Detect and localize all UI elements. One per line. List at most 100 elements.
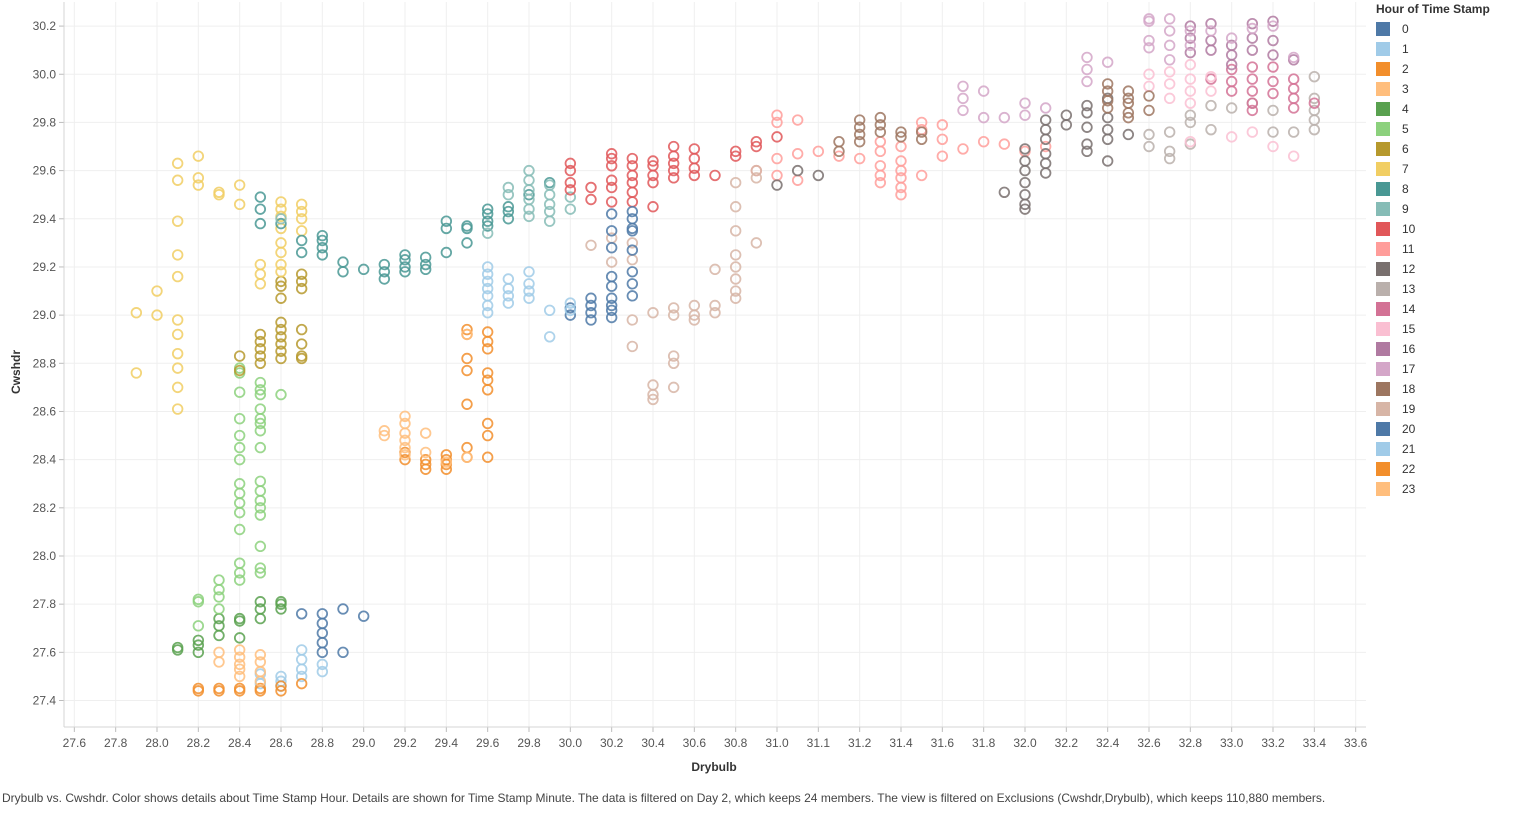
data-point-hour-6 xyxy=(275,323,287,336)
legend-swatch xyxy=(1376,62,1390,76)
data-point-hour-4 xyxy=(254,596,267,608)
data-point-hour-10 xyxy=(605,160,618,172)
data-point-hour-17 xyxy=(998,111,1011,124)
y-tick-label: 29.6 xyxy=(33,164,57,178)
data-point-hour-1 xyxy=(295,663,308,675)
legend-item-7[interactable]: 7 xyxy=(1376,159,1514,179)
data-point-hour-22 xyxy=(399,453,411,466)
legend-item-15[interactable]: 15 xyxy=(1376,319,1514,339)
legend-item-19[interactable]: 19 xyxy=(1376,399,1514,419)
data-point-hour-10 xyxy=(667,164,680,177)
data-point-hour-10 xyxy=(750,136,763,148)
legend-label: 0 xyxy=(1402,22,1409,36)
data-point-hour-5 xyxy=(254,403,267,415)
data-point-hour-19 xyxy=(667,302,680,314)
data-point-hour-5 xyxy=(213,574,225,586)
data-point-hour-23 xyxy=(378,425,391,437)
data-point-hour-10 xyxy=(564,184,577,196)
data-point-hour-5 xyxy=(254,540,267,553)
legend-item-0[interactable]: 0 xyxy=(1376,19,1514,39)
legend-label: 7 xyxy=(1402,162,1409,176)
data-point-hour-15 xyxy=(1287,150,1300,162)
data-point-hour-22 xyxy=(481,417,494,430)
legend-item-1[interactable]: 1 xyxy=(1376,39,1514,59)
data-point-hour-2 xyxy=(275,680,287,692)
data-point-hour-21 xyxy=(523,285,535,297)
data-point-hour-8 xyxy=(378,266,391,278)
x-tick-label: 33.4 xyxy=(1303,736,1327,750)
x-tick-label: 30.8 xyxy=(724,736,748,750)
legend-item-16[interactable]: 16 xyxy=(1376,339,1514,359)
legend-item-23[interactable]: 23 xyxy=(1376,479,1514,499)
legend-item-22[interactable]: 22 xyxy=(1376,459,1514,479)
data-point-hour-7 xyxy=(171,381,184,394)
data-point-hour-7 xyxy=(192,179,205,191)
data-point-hour-12 xyxy=(1039,148,1052,160)
data-point-hour-6 xyxy=(275,338,287,350)
legend-item-11[interactable]: 11 xyxy=(1376,239,1514,259)
legend-item-21[interactable]: 21 xyxy=(1376,439,1514,459)
y-tick-label: 28.6 xyxy=(33,404,57,418)
data-point-hour-9 xyxy=(502,188,515,201)
legend-item-9[interactable]: 9 xyxy=(1376,199,1514,219)
legend-item-2[interactable]: 2 xyxy=(1376,59,1514,79)
legend-item-17[interactable]: 17 xyxy=(1376,359,1514,379)
data-point-hour-6 xyxy=(275,352,287,365)
data-point-hour-14 xyxy=(1287,92,1300,105)
data-point-hour-11 xyxy=(812,145,825,158)
legend-label: 20 xyxy=(1402,422,1416,436)
chart-caption: Drybulb vs. Cwshdr. Color shows details … xyxy=(2,791,1326,805)
y-tick-label: 28.4 xyxy=(33,453,57,467)
legend-item-5[interactable]: 5 xyxy=(1376,119,1514,139)
data-point-hour-17 xyxy=(1267,20,1279,32)
legend-item-20[interactable]: 20 xyxy=(1376,419,1514,439)
data-point-hour-18 xyxy=(1122,92,1135,105)
data-point-hour-22 xyxy=(481,429,494,442)
legend-label: 12 xyxy=(1402,262,1416,276)
data-point-hour-16 xyxy=(1267,34,1279,47)
data-point-hour-5 xyxy=(254,485,267,497)
data-point-hour-19 xyxy=(750,164,763,177)
data-point-hour-13 xyxy=(1308,70,1321,83)
x-tick-label: 30.4 xyxy=(641,736,665,750)
data-point-hour-8 xyxy=(337,266,349,278)
data-point-hour-5 xyxy=(213,584,225,596)
data-point-hour-17 xyxy=(977,85,990,97)
legend-item-3[interactable]: 3 xyxy=(1376,79,1514,99)
legend-item-18[interactable]: 18 xyxy=(1376,379,1514,399)
legend-item-6[interactable]: 6 xyxy=(1376,139,1514,159)
data-point-hour-4 xyxy=(213,620,225,632)
x-tick-label: 28.8 xyxy=(311,736,335,750)
legend-item-8[interactable]: 8 xyxy=(1376,179,1514,199)
data-point-hour-4 xyxy=(192,639,205,651)
data-point-hour-10 xyxy=(626,176,639,189)
data-point-hour-5 xyxy=(233,429,246,442)
data-point-hour-2 xyxy=(254,682,267,695)
data-point-hour-16 xyxy=(1184,46,1197,59)
data-point-hour-20 xyxy=(605,304,618,317)
data-point-hour-17 xyxy=(1184,25,1197,37)
data-point-hour-8 xyxy=(316,234,329,247)
data-point-hour-18 xyxy=(853,121,866,133)
data-point-hour-17 xyxy=(1143,34,1155,47)
legend-item-4[interactable]: 4 xyxy=(1376,99,1514,119)
legend-swatch xyxy=(1376,182,1390,196)
data-point-hour-12 xyxy=(998,186,1011,198)
data-point-hour-17 xyxy=(1163,13,1176,25)
legend-item-12[interactable]: 12 xyxy=(1376,259,1514,279)
legend-item-13[interactable]: 13 xyxy=(1376,279,1514,299)
data-point-hour-17 xyxy=(1019,109,1031,121)
data-point-hour-18 xyxy=(915,126,928,138)
data-point-hour-8 xyxy=(419,258,432,271)
data-point-hour-11 xyxy=(874,169,887,182)
data-point-hour-12 xyxy=(1019,176,1031,189)
legend-item-14[interactable]: 14 xyxy=(1376,299,1514,319)
data-point-hour-11 xyxy=(791,174,804,186)
data-point-hour-7 xyxy=(130,307,143,319)
legend-item-10[interactable]: 10 xyxy=(1376,219,1514,239)
legend-swatch xyxy=(1376,462,1390,476)
data-point-hour-11 xyxy=(895,188,907,201)
legend-label: 6 xyxy=(1402,142,1409,156)
data-point-hour-9 xyxy=(481,227,494,239)
data-point-hour-8 xyxy=(254,217,267,230)
